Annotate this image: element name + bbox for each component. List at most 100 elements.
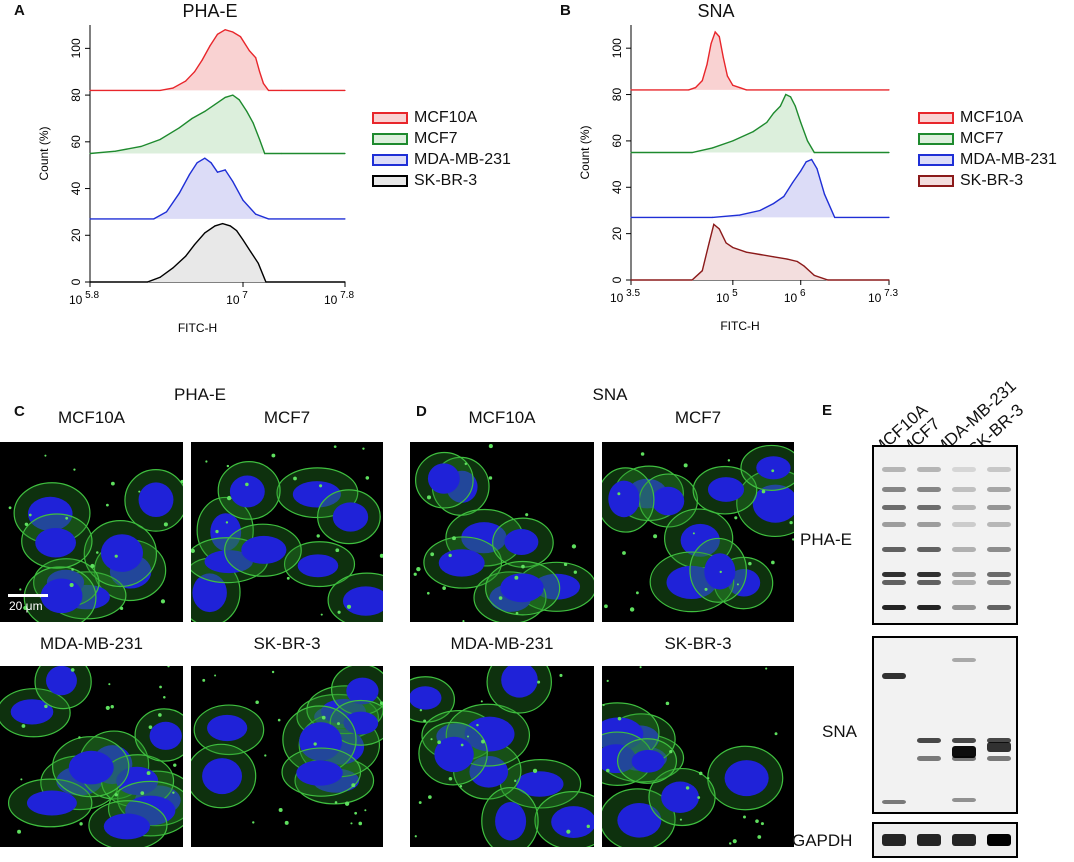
data-point — [191, 117, 193, 120]
data-point — [246, 110, 248, 113]
vesicle — [17, 829, 22, 834]
vesicle — [532, 768, 538, 773]
blot-band — [882, 572, 906, 577]
x-tick-label: 10 3.5 — [610, 288, 640, 305]
vesicle — [23, 605, 28, 610]
blot-band — [987, 467, 1011, 472]
vesicle — [271, 670, 275, 674]
cell-nucleus — [68, 750, 114, 785]
vesicle — [159, 685, 162, 689]
y-tick-label: 0 — [610, 276, 624, 283]
data-point — [89, 281, 91, 283]
series-area — [90, 223, 345, 282]
cell-nucleus — [707, 477, 745, 502]
data-point — [708, 242, 710, 244]
data-point — [344, 218, 346, 220]
cell-nucleus — [297, 554, 339, 578]
cell-nucleus — [202, 758, 243, 795]
series-area — [90, 158, 345, 219]
data-point — [806, 140, 809, 142]
micrograph-pha-e-skbr3 — [191, 666, 383, 847]
data-point — [691, 279, 693, 281]
blot-band — [882, 467, 906, 472]
vesicle — [167, 666, 170, 668]
vesicle — [419, 708, 423, 712]
data-point — [224, 169, 226, 171]
blot-row-label-pha-e: PHA-E — [800, 530, 852, 549]
blot-band — [917, 522, 941, 527]
data-point — [714, 31, 716, 33]
label-c-mcf7: MCF7 — [263, 408, 311, 427]
data-point — [209, 45, 211, 47]
legend-swatch — [372, 111, 408, 124]
data-point — [114, 150, 117, 152]
series-area — [631, 224, 889, 280]
vesicle — [114, 554, 118, 558]
blot-band — [882, 505, 906, 510]
data-point — [204, 232, 206, 234]
vesicle — [653, 534, 658, 539]
data-point — [739, 214, 741, 216]
legend-label: MCF7 — [960, 129, 1004, 147]
vesicle — [467, 735, 470, 738]
series-mda-mb-231 — [630, 158, 890, 219]
vesicle — [442, 586, 446, 590]
blot-band — [987, 742, 1011, 752]
data-point — [732, 246, 734, 249]
blot-band — [987, 834, 1011, 846]
cell-nucleus — [10, 699, 54, 725]
blot-band — [952, 605, 976, 610]
y-tick-label: 60 — [610, 134, 624, 148]
vesicle — [669, 750, 673, 754]
vesicle — [110, 481, 115, 486]
vesicle — [685, 786, 690, 790]
vesicle — [692, 532, 695, 535]
blot-band — [952, 798, 976, 802]
vesicle — [293, 476, 297, 481]
legend-swatch — [918, 174, 954, 187]
vesicle — [765, 667, 768, 670]
vesicle — [755, 819, 759, 823]
vesicle — [617, 492, 621, 496]
cell-nucleus — [296, 760, 343, 786]
blot-band — [917, 505, 941, 510]
data-point — [165, 211, 168, 213]
blot-gapdh — [872, 822, 1018, 858]
vesicle — [748, 561, 752, 566]
blot-band — [987, 605, 1011, 610]
data-point — [89, 152, 91, 155]
data-point — [214, 225, 216, 227]
cell-nucleus — [40, 578, 83, 614]
data-point — [779, 105, 781, 107]
vesicle — [73, 468, 76, 471]
data-point — [232, 180, 234, 183]
data-point — [711, 147, 714, 149]
data-point — [816, 168, 818, 170]
blot-band — [952, 572, 976, 577]
panel-b-title: SNA — [697, 1, 735, 21]
vesicle — [679, 818, 682, 821]
vesicle — [571, 544, 577, 549]
vesicle — [226, 495, 232, 501]
x-tick-label: 10 5 — [716, 288, 738, 305]
vesicle — [334, 801, 338, 804]
vesicle — [264, 754, 267, 757]
cell-nucleus — [210, 513, 242, 551]
blot-band — [882, 605, 906, 610]
data-point — [726, 75, 729, 77]
cell-nucleus — [608, 480, 640, 518]
cell-nucleus — [410, 686, 442, 710]
data-point — [250, 251, 252, 253]
legend-item: MCF7 — [918, 128, 1057, 149]
vesicle — [707, 777, 710, 780]
vesicle — [437, 740, 441, 745]
vesicle — [379, 701, 383, 705]
data-point — [752, 131, 754, 133]
series-mda-mb-231 — [89, 157, 346, 220]
vesicle — [245, 482, 249, 487]
data-point — [344, 281, 346, 283]
x-tick-label: 10 7 — [226, 290, 248, 307]
data-point — [140, 145, 142, 148]
data-point — [813, 274, 815, 276]
vesicle — [119, 606, 124, 611]
